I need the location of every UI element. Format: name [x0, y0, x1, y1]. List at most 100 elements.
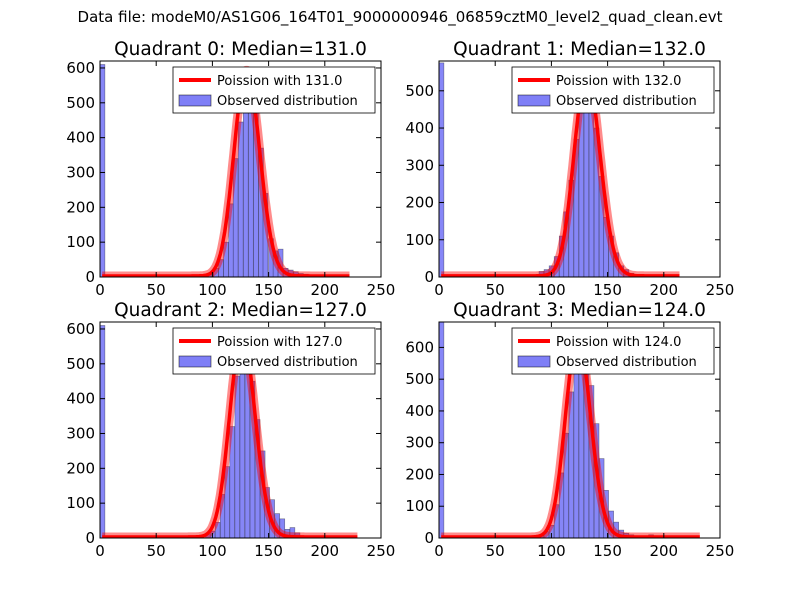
x-tick-label: 50 [486, 281, 505, 299]
legend-bar-swatch [517, 355, 551, 368]
histogram-bar [100, 64, 106, 277]
axes-frame [99, 60, 382, 278]
histogram-bar [254, 419, 261, 538]
y-tick-label: 600 [405, 338, 434, 356]
legend-bar-swatch [178, 355, 212, 368]
x-tick-label: 100 [537, 281, 566, 299]
y-tick-label: 500 [66, 94, 95, 112]
y-tick-label: 600 [66, 320, 95, 338]
y-tick-label: 600 [66, 59, 95, 77]
y-tick-label: 0 [85, 529, 95, 547]
y-tick-label: 0 [424, 529, 434, 547]
legend: Poission with 132.0 Observed distribution [511, 66, 715, 114]
x-tick-label: 0 [95, 542, 105, 560]
chart-panel-1: Quadrant 1: Median=132.0 0 50 100 150 200 250 0… [405, 39, 734, 299]
x-tick-label: 200 [310, 281, 339, 299]
legend: Poission with 127.0 Observed distribution [172, 327, 376, 375]
y-tick-label: 100 [405, 231, 434, 249]
y-tick-label: 0 [424, 268, 434, 286]
y-tick-label: 200 [66, 198, 95, 216]
y-tick-label: 300 [66, 163, 95, 181]
x-tick-label: 200 [649, 542, 678, 560]
legend-bar-swatch [517, 94, 551, 107]
y-tick-label: 500 [66, 355, 95, 373]
poisson-line [101, 333, 359, 538]
chart-panel-3: Quadrant 3: Median=124.0 0 50 100 150 200 250 0… [405, 300, 734, 560]
legend-line-label: Poission with 124.0 [556, 335, 681, 350]
y-tick-label: 0 [85, 268, 95, 286]
x-tick-label: 100 [198, 542, 227, 560]
plot-area [100, 325, 361, 538]
x-tick-label: 100 [537, 542, 566, 560]
x-tick-label: 50 [147, 542, 166, 560]
chart-panel-2: Quadrant 2: Median=127.0 0 50 100 150 200 250 0… [66, 300, 395, 560]
x-tick-label: 150 [593, 281, 622, 299]
x-tick-label: 150 [593, 542, 622, 560]
axes-frame [438, 321, 721, 539]
y-tick-label: 500 [405, 370, 434, 388]
histogram-bar [289, 527, 296, 538]
chart-title: Quadrant 1: Median=132.0 [453, 39, 706, 60]
legend: Poission with 131.0 Observed distribution [172, 66, 376, 114]
y-tick-label: 200 [66, 459, 95, 477]
histogram-bar [237, 121, 244, 277]
x-tick-label: 0 [434, 281, 444, 299]
x-tick-label: 0 [95, 281, 105, 299]
x-tick-label: 150 [254, 542, 283, 560]
y-tick-label: 300 [405, 434, 434, 452]
x-tick-label: 50 [486, 542, 505, 560]
x-tick-label: 0 [434, 542, 444, 560]
x-tick-label: 250 [367, 542, 396, 560]
legend-bar-label: Observed distribution [217, 355, 358, 370]
histogram-bar [229, 426, 236, 538]
chart-title: Quadrant 3: Median=124.0 [453, 300, 706, 321]
chart-title: Quadrant 2: Median=127.0 [114, 300, 367, 321]
x-tick-label: 100 [198, 281, 227, 299]
y-tick-label: 200 [405, 465, 434, 483]
y-tick-label: 300 [405, 156, 434, 174]
histogram-bar [439, 62, 445, 277]
histogram-bar [234, 375, 241, 538]
legend-bar-label: Observed distribution [556, 94, 697, 109]
histogram-bar [439, 322, 445, 538]
histogram-bar [284, 528, 291, 538]
x-tick-label: 200 [649, 281, 678, 299]
figure-suptitle: Data file: modeM0/AS1G06_164T01_90000009… [77, 8, 723, 26]
histogram-bar [613, 521, 619, 538]
y-tick-label: 400 [405, 119, 434, 137]
histogram-bar [224, 466, 230, 538]
histogram-bar [100, 325, 106, 538]
y-tick-label: 300 [66, 424, 95, 442]
legend-line-label: Poission with 127.0 [217, 335, 342, 350]
legend-bar-swatch [178, 94, 212, 107]
x-tick-label: 250 [367, 281, 396, 299]
histogram-bar [232, 158, 239, 277]
y-tick-label: 100 [66, 233, 95, 251]
histogram-bar [548, 524, 555, 538]
chart-title: Quadrant 0: Median=131.0 [114, 39, 367, 60]
histogram-bar [568, 391, 575, 538]
legend-bar-label: Observed distribution [556, 355, 697, 370]
y-tick-label: 500 [405, 82, 434, 100]
plot-area [439, 62, 683, 277]
y-tick-label: 200 [405, 194, 434, 212]
legend-line-label: Poission with 132.0 [556, 74, 681, 89]
legend: Poission with 124.0 Observed distribution [511, 327, 715, 375]
x-tick-label: 250 [706, 281, 735, 299]
histogram-bar [553, 504, 560, 538]
legend-bar-label: Observed distribution [217, 94, 358, 109]
y-tick-label: 400 [66, 129, 95, 147]
axes-frame [99, 321, 382, 539]
y-tick-label: 400 [66, 390, 95, 408]
legend-line-label: Poission with 131.0 [217, 74, 342, 89]
y-tick-label: 100 [66, 494, 95, 512]
poisson-line [440, 71, 681, 277]
x-tick-label: 250 [706, 542, 735, 560]
y-tick-label: 400 [405, 402, 434, 420]
histogram-bar [573, 356, 580, 538]
poisson-line [101, 68, 351, 277]
histogram-bar [218, 259, 224, 277]
x-tick-label: 150 [254, 281, 283, 299]
chart-panel-0: Quadrant 0: Median=131.0 0 50 100 150 200 250 0… [66, 39, 395, 299]
